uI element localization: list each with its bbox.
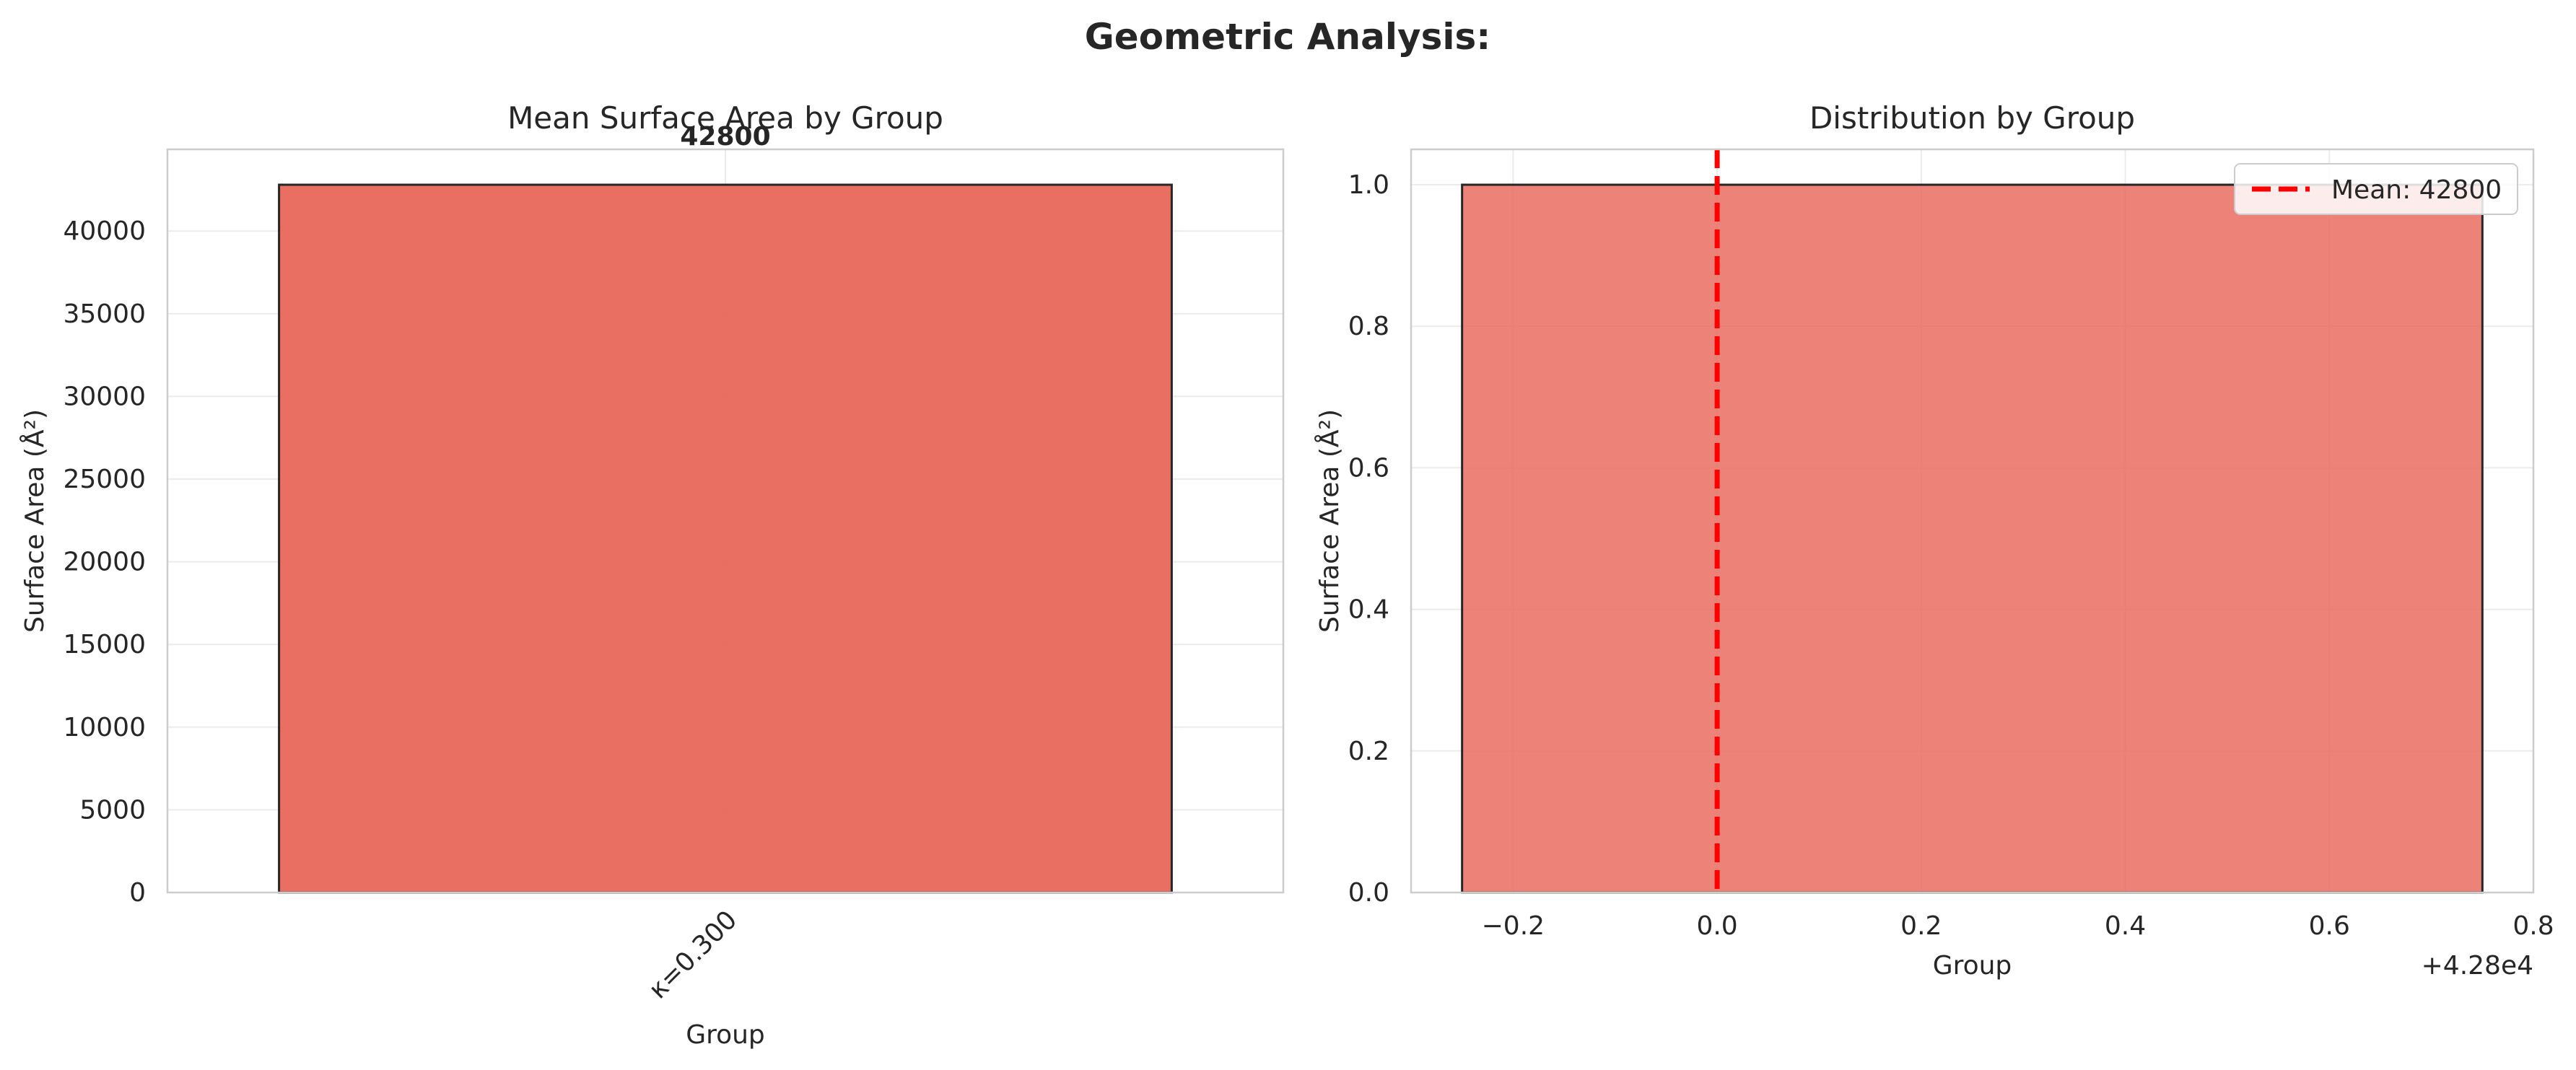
chart2-x-tick-label: 0.0: [1696, 911, 1737, 941]
chart2-y-tick-label: 1.0: [1348, 170, 1389, 200]
legend-box: [2234, 163, 2518, 215]
chart1-y-tick-label: 10000: [63, 713, 146, 742]
chart2-x-axis-label: Group: [1933, 951, 2012, 981]
chart2-x-tick-label: 0.4: [2105, 911, 2146, 941]
chart1-y-tick-label: 5000: [79, 795, 146, 825]
chart1-bar: [278, 183, 1173, 894]
chart1-y-tick-label: 20000: [63, 548, 146, 577]
chart2-y-tick-label: 0.4: [1348, 595, 1389, 625]
chart1-bar-value-label: 42800: [680, 122, 770, 152]
chart2-y-tick-label: 0.0: [1348, 878, 1389, 908]
chart2-y-tick-label: 0.6: [1348, 453, 1389, 483]
chart2-bins: [1461, 183, 2484, 894]
chart2-x-tick-label: 0.2: [1900, 911, 1942, 941]
chart2-y-axis-label: Surface Area (Å²): [1314, 409, 1345, 633]
chart1-bars: [278, 183, 1173, 894]
chart1-axes-frame: [166, 148, 1285, 894]
chart1-title: Mean Surface Area by Group: [507, 100, 943, 136]
chart2-x-tick-label: −0.2: [1482, 911, 1545, 941]
chart1-y-tick-label: 15000: [63, 630, 146, 659]
chart1-y-axis-label: Surface Area (Å²): [19, 409, 50, 633]
chart2-histogram-bin: [1461, 183, 2484, 894]
chart2-y-tick-label: 0.2: [1348, 737, 1389, 766]
chart1-x-axis-label: Group: [686, 1020, 765, 1050]
chart2-x-offset-label: +4.28e4: [2422, 951, 2533, 981]
legend-mean-label: Mean: 42800: [2331, 175, 2502, 205]
chart2-title: Distribution by Group: [1809, 100, 2135, 136]
chart1-y-tick-label: 35000: [63, 299, 146, 329]
chart2-y-tick-label: 0.8: [1348, 312, 1389, 341]
histogram-distribution-by-group: 0.0 0.2 0.4 0.6 0.8 1.0 −0.2 0.0 0.2 0.4 0.6 0.8 Di…: [1314, 100, 2554, 981]
bar-chart-mean-surface-area: 0 5000 10000 15000 20000 25000 30000 35000 40000…: [19, 100, 1285, 1050]
chart2-x-tick-label: 0.8: [2512, 911, 2554, 941]
chart1-y-tick-label: 30000: [63, 382, 146, 411]
chart1-data-labels: 42800: [680, 122, 770, 152]
figure-suptitle: Geometric Analysis:: [1085, 16, 1490, 58]
chart2-axes-frame: [1410, 148, 2535, 894]
chart1-y-tick-label: 25000: [63, 465, 146, 494]
chart2-x-tick-label: 0.6: [2309, 911, 2350, 941]
chart1-y-tick-label: 40000: [63, 216, 146, 246]
chart2-tick-labels: 0.0 0.2 0.4 0.6 0.8 1.0 −0.2 0.0 0.2 0.4 0.6 0.8: [1348, 170, 2554, 941]
chart1-x-tick-label: κ=0.300: [643, 905, 743, 1004]
chart2-legend: Mean: 42800: [2234, 163, 2518, 215]
chart1-y-tick-label: 0: [129, 878, 146, 908]
